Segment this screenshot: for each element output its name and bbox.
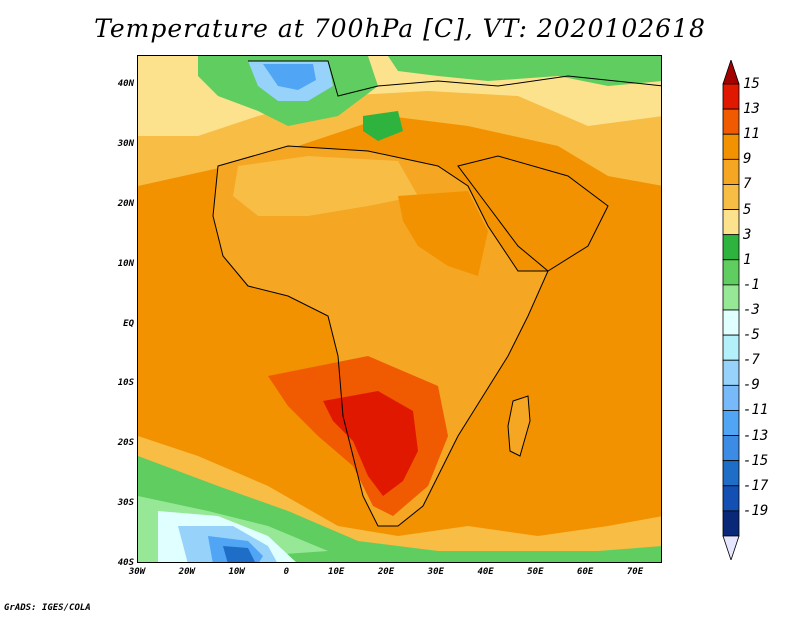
colorbar-tick-label: 13	[743, 101, 760, 118]
colorbar-tick-label: -15	[743, 452, 769, 469]
colorbar-swatch	[722, 410, 740, 436]
colorbar	[722, 60, 740, 560]
europe-coastline	[248, 60, 661, 97]
sahara-mild	[233, 156, 418, 216]
colorbar-swatch	[722, 384, 740, 411]
lat-tick-label: 10S	[117, 378, 134, 389]
colorbar-tick-label: 1	[743, 251, 752, 268]
colorbar-swatch	[722, 485, 740, 512]
colorbar-swatch	[722, 158, 740, 185]
colorbar-swatch	[722, 133, 740, 160]
lon-tick-label: 20W	[178, 567, 195, 577]
lon-tick-label: 30E	[427, 567, 444, 577]
lon-tick-label: 60E	[577, 567, 594, 577]
colorbar-tick-label: -9	[743, 377, 760, 394]
colorbar-tick-label: -13	[743, 427, 769, 444]
footer-credit: GrADS: IGES/COLA	[4, 603, 91, 613]
colorbar-tick-label: 3	[743, 226, 752, 243]
map-canvas	[138, 56, 661, 562]
colorbar-swatch	[722, 83, 740, 110]
colorbar-swatch	[722, 108, 740, 135]
colorbar-tick-label: -17	[743, 477, 769, 494]
colorbar-swatch	[722, 510, 740, 537]
colorbar-swatch	[722, 334, 740, 361]
lon-tick-label: 0	[283, 567, 290, 577]
lon-tick-label: 40E	[477, 567, 494, 577]
southern-africa-hottest	[323, 391, 418, 496]
colorbar-tick-label: 9	[743, 151, 752, 168]
colorbar-tick-label: 5	[743, 201, 752, 218]
southern-dark-blue	[223, 546, 255, 562]
colorbar-swatch	[722, 435, 740, 462]
lon-tick-label: 10W	[228, 567, 245, 577]
lat-tick-label: 20N	[117, 198, 134, 209]
colorbar-top-arrow	[722, 60, 740, 85]
chart-title: Temperature at 700hPa [C], VT: 202010261…	[94, 14, 706, 43]
colorbar-swatch	[722, 359, 740, 386]
colorbar-swatch	[722, 259, 740, 286]
temperature-map	[137, 55, 662, 563]
lat-tick-label: 40S	[117, 558, 134, 568]
colorbar-swatch	[722, 209, 740, 236]
lat-tick-label: 30S	[117, 498, 134, 509]
lon-tick-label: 10E	[328, 567, 345, 577]
colorbar-tick-label: 7	[743, 176, 752, 193]
lon-tick-label: 30W	[128, 567, 146, 577]
colorbar-swatch	[722, 309, 740, 336]
lon-tick-label: 70E	[626, 567, 644, 577]
colorbar-tick-label: 15	[743, 76, 760, 92]
colorbar-tick-label: -7	[743, 352, 760, 369]
colorbar-tick-label: -5	[743, 327, 760, 344]
lon-tick-label: 20E	[377, 567, 395, 577]
colorbar-swatch	[722, 234, 740, 261]
lat-tick-label: EQ	[123, 318, 134, 329]
iberia-deep-blue	[263, 64, 316, 90]
africa-coastline	[212, 145, 549, 527]
lon-tick-label: 50E	[527, 567, 544, 577]
east-africa-hot	[398, 191, 488, 276]
lat-tick-label: 40N	[117, 79, 134, 89]
arabia-coastline	[457, 155, 609, 272]
aegean-green	[363, 111, 403, 141]
lat-tick-label: 20S	[117, 438, 134, 449]
colorbar-swatch	[722, 460, 740, 487]
colorbar-tick-label: -11	[743, 402, 769, 419]
colorbar-swatch	[722, 184, 740, 210]
colorbar-tick-label: -3	[743, 302, 760, 318]
colorbar-bottom-arrow	[722, 535, 740, 560]
colorbar-swatch	[722, 284, 740, 311]
colorbar-tick-label: -19	[743, 502, 769, 519]
colorbar-tick-label: 11	[743, 126, 760, 143]
lat-tick-label: 10N	[117, 258, 134, 269]
lat-tick-label: 30N	[117, 138, 134, 149]
madagascar	[507, 395, 531, 457]
colorbar-tick-label: -1	[743, 276, 760, 293]
